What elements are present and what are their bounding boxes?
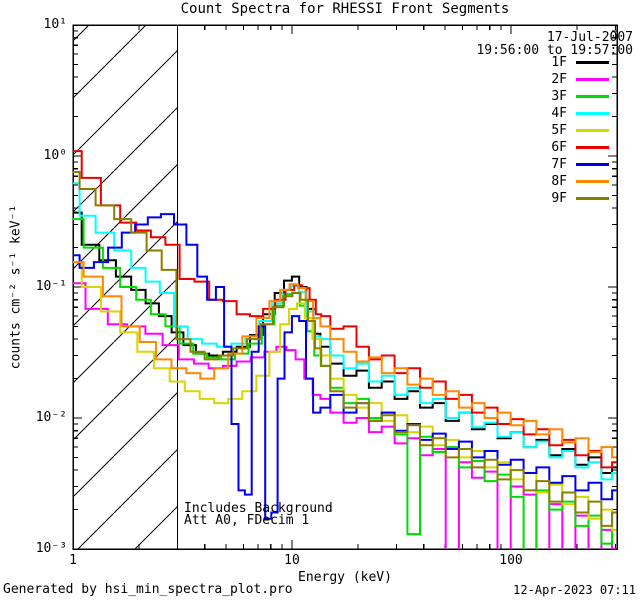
- y-tick-label: 10⁻³: [35, 541, 67, 556]
- page-title: Count Spectra for RHESSI Front Segments: [180, 1, 510, 17]
- legend: 1F 2F 3F 4F 5F 6F 7F 8F 9F: [551, 54, 609, 207]
- legend-item: 3F: [551, 88, 609, 105]
- x-axis-label: Energy (keV): [298, 570, 392, 585]
- legend-swatch: [576, 129, 609, 132]
- y-tick-label: 10⁰: [43, 148, 67, 163]
- y-tick-label: 10⁻¹: [35, 279, 67, 294]
- legend-item: 4F: [551, 105, 609, 122]
- legend-label: 5F: [551, 123, 567, 138]
- generator-credit: Generated by hsi_min_spectra_plot.pro: [3, 582, 293, 597]
- legend-label: 7F: [551, 157, 567, 172]
- legend-label: 3F: [551, 89, 567, 104]
- spectrum-curve-9F: [73, 171, 617, 527]
- x-tick-label: 10: [284, 553, 300, 568]
- spectrum-curve-8F: [73, 261, 617, 459]
- legend-label: 6F: [551, 140, 567, 155]
- legend-item: 9F: [551, 190, 609, 207]
- legend-swatch: [576, 146, 609, 149]
- legend-item: 8F: [551, 173, 609, 190]
- legend-swatch: [576, 163, 609, 166]
- legend-item: 2F: [551, 71, 609, 88]
- observation-time-range: 19:56:00 to 19:57:00: [476, 43, 633, 58]
- legend-item: 1F: [551, 54, 609, 71]
- legend-label: 4F: [551, 106, 567, 121]
- legend-label: 1F: [551, 55, 567, 70]
- legend-item: 7F: [551, 156, 609, 173]
- y-tick-label: 10⁻²: [35, 410, 67, 425]
- legend-swatch: [576, 180, 609, 183]
- legend-label: 2F: [551, 72, 567, 87]
- legend-swatch: [576, 197, 609, 200]
- x-tick-label: 100: [499, 553, 523, 568]
- spectrum-curve-7F: [73, 213, 617, 520]
- legend-label: 8F: [551, 174, 567, 189]
- legend-item: 6F: [551, 139, 609, 156]
- y-tick-label: 10¹: [43, 17, 67, 32]
- render-timestamp: 12-Apr-2023 07:11: [513, 583, 636, 597]
- legend-swatch: [576, 112, 609, 115]
- background-note: Includes Background: [184, 501, 333, 516]
- observation-date: 17-Jul-2007: [546, 30, 633, 45]
- attenuator-note: Att A0, FDecim 1: [184, 513, 310, 528]
- legend-swatch: [576, 61, 609, 64]
- x-tick-label: 1: [69, 553, 77, 568]
- legend-swatch: [576, 78, 609, 81]
- spectrum-curve-6F: [73, 150, 617, 469]
- spectrum-curve-4F: [73, 182, 617, 481]
- legend-label: 9F: [551, 191, 567, 206]
- legend-swatch: [576, 95, 609, 98]
- legend-item: 5F: [551, 122, 609, 139]
